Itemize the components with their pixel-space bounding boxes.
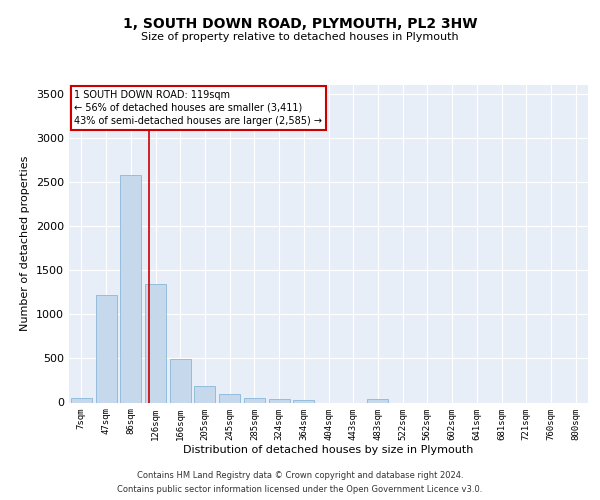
Bar — [269, 399, 290, 402]
X-axis label: Distribution of detached houses by size in Plymouth: Distribution of detached houses by size … — [184, 445, 473, 455]
Bar — [219, 394, 240, 402]
Bar — [244, 398, 265, 402]
Text: Size of property relative to detached houses in Plymouth: Size of property relative to detached ho… — [141, 32, 459, 42]
Text: 1 SOUTH DOWN ROAD: 119sqm
← 56% of detached houses are smaller (3,411)
43% of se: 1 SOUTH DOWN ROAD: 119sqm ← 56% of detac… — [74, 90, 322, 126]
Bar — [145, 284, 166, 403]
Bar — [120, 175, 141, 402]
Y-axis label: Number of detached properties: Number of detached properties — [20, 156, 31, 332]
Bar — [293, 400, 314, 402]
Bar — [367, 400, 388, 402]
Bar — [95, 295, 116, 403]
Text: Contains public sector information licensed under the Open Government Licence v3: Contains public sector information licen… — [118, 484, 482, 494]
Text: Contains HM Land Registry data © Crown copyright and database right 2024.: Contains HM Land Registry data © Crown c… — [137, 472, 463, 480]
Text: 1, SOUTH DOWN ROAD, PLYMOUTH, PL2 3HW: 1, SOUTH DOWN ROAD, PLYMOUTH, PL2 3HW — [123, 18, 477, 32]
Bar — [71, 398, 92, 402]
Bar — [170, 360, 191, 403]
Bar — [194, 386, 215, 402]
